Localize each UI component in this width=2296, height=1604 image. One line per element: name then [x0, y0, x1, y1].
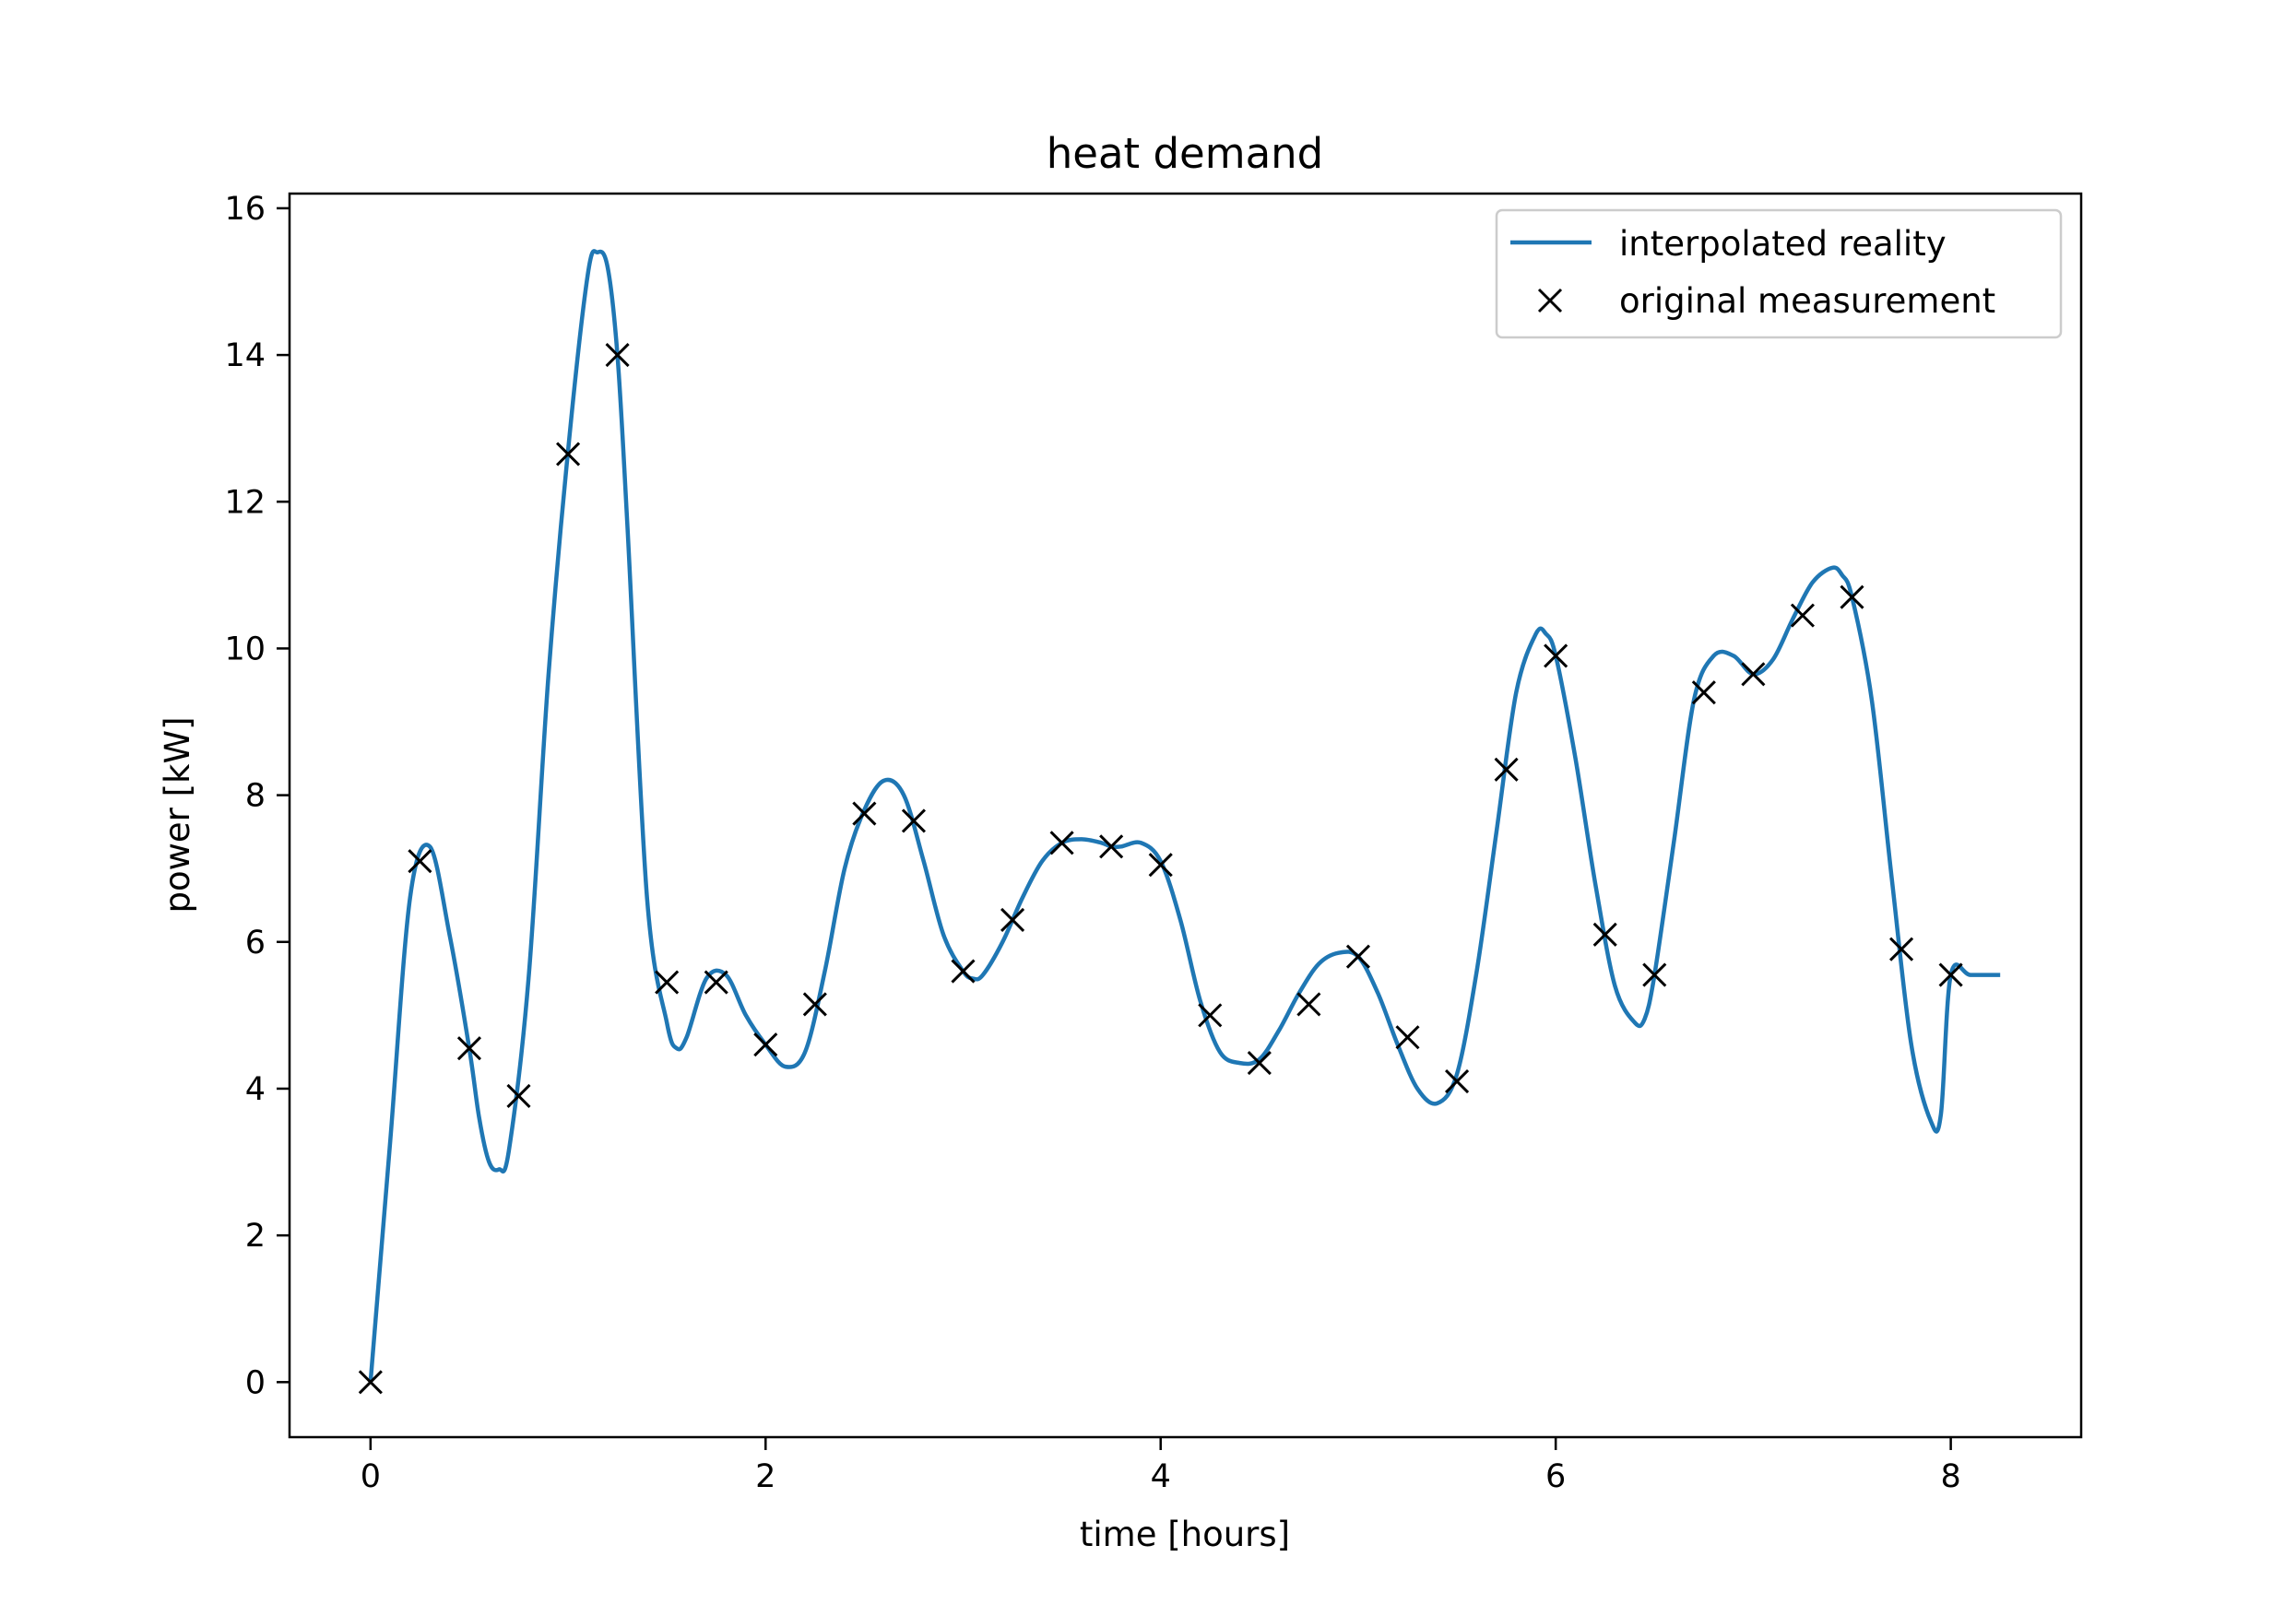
measurement-point [1247, 1051, 1272, 1076]
y-tick-label: 2 [245, 1218, 266, 1255]
measurement-point [1296, 992, 1321, 1017]
interpolated-reality-line [368, 249, 2001, 1383]
measurement-point [1840, 584, 1864, 609]
x-tick-label: 4 [1151, 1458, 1171, 1495]
y-tick-label: 0 [245, 1364, 266, 1401]
legend-entry-interpolated: interpolated reality [1619, 224, 1947, 264]
measurement-point [358, 1370, 383, 1395]
axis-ticks: 0 2 4 6 8 0 2 4 6 8 10 12 14 16 [224, 191, 1960, 1495]
x-tick-label: 6 [1545, 1458, 1566, 1495]
measurement-point [655, 970, 680, 995]
measurement-point [1345, 944, 1371, 969]
measurement-point [1049, 831, 1074, 855]
measurement-point [753, 1032, 778, 1057]
measurement-point [408, 849, 432, 874]
y-tick-label: 14 [224, 337, 266, 374]
measurement-point [555, 442, 581, 466]
y-tick-label: 10 [224, 631, 266, 667]
legend-box [1495, 208, 2063, 339]
measurement-point [1099, 834, 1124, 859]
legend: interpolated reality original measuremen… [1495, 208, 2063, 339]
y-tick-label: 16 [224, 191, 266, 228]
y-tick-label: 4 [245, 1071, 266, 1108]
measurement-point [1790, 603, 1816, 628]
y-tick-label: 6 [245, 925, 266, 961]
measurement-point [1544, 643, 1568, 668]
measurement-point [802, 992, 827, 1017]
measurement-point [704, 970, 728, 995]
measurement-point [506, 1083, 531, 1108]
measurement-point [1395, 1025, 1420, 1050]
measurement-point [852, 801, 877, 826]
measurement-point [1198, 1003, 1223, 1028]
x-tick-label: 2 [755, 1458, 775, 1495]
measurement-point [1148, 853, 1173, 878]
measurement-point [1938, 962, 1963, 987]
measurement-point [901, 808, 927, 833]
measurement-point [951, 959, 976, 984]
axes-frame [288, 192, 2083, 1439]
measurement-point [1642, 962, 1667, 987]
measurement-point [1592, 922, 1617, 947]
measurement-point [1494, 757, 1519, 782]
y-tick-label: 12 [224, 484, 266, 521]
measurement-point [1741, 662, 1766, 687]
y-axis-label: power [kW] [158, 716, 197, 913]
x-axis-label: time [hours] [1080, 1515, 1290, 1554]
chart-title: heat demand [1047, 129, 1323, 178]
x-tick-label: 8 [1940, 1458, 1960, 1495]
measurement-point [1444, 1068, 1470, 1094]
legend-entry-measurement: original measurement [1619, 281, 1995, 321]
measurement-point [605, 343, 630, 368]
measurement-point [456, 1036, 482, 1061]
measurement-point [1000, 907, 1025, 932]
x-tick-label: 0 [361, 1458, 381, 1495]
measurement-point [1888, 937, 1914, 961]
data-series [358, 249, 2001, 1395]
measurement-point [1691, 680, 1716, 705]
legend-marker-swatch [1537, 288, 1563, 313]
y-tick-label: 8 [245, 778, 266, 815]
